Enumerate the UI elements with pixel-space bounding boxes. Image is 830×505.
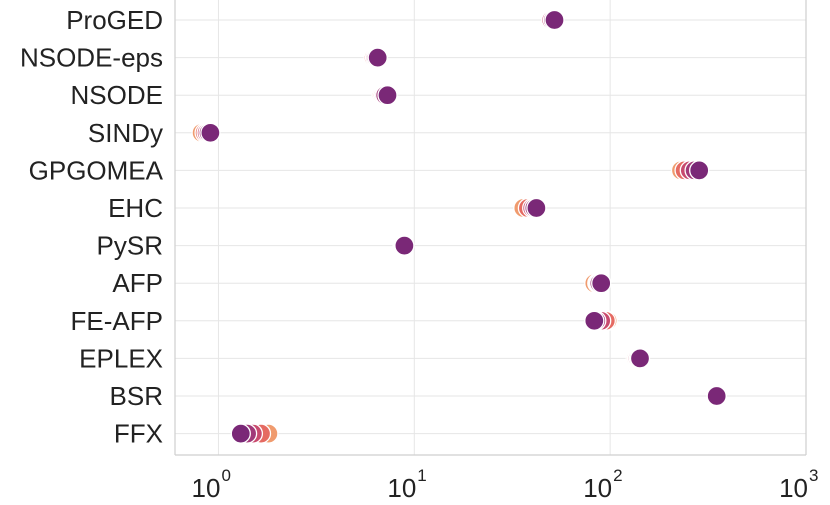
grid-lines	[175, 0, 807, 455]
x-tick-label: 10 3	[779, 466, 818, 503]
category-label: EPLEX	[79, 343, 163, 373]
data-point	[629, 348, 651, 369]
data-point	[584, 310, 605, 331]
category-label: NSODE-eps	[20, 43, 163, 73]
x-tick-base: 10	[387, 473, 416, 503]
category-label: EHC	[108, 193, 163, 223]
data-point	[591, 273, 612, 294]
category-label: GPGOMEA	[29, 155, 164, 185]
category-label: FE-AFP	[71, 306, 163, 336]
x-tick-labels: 10 0 10 1 10 2 10 3	[192, 466, 819, 503]
category-label: NSODE	[71, 80, 163, 110]
x-tick-exponent: 2	[613, 466, 622, 485]
x-tick-exponent: 0	[221, 466, 230, 485]
category-label: AFP	[112, 268, 163, 298]
x-tick-base: 10	[583, 473, 612, 503]
category-label: BSR	[110, 381, 163, 411]
category-label: SINDy	[88, 118, 163, 148]
data-point	[394, 235, 415, 256]
category-label: FFX	[114, 419, 163, 449]
data-point	[706, 385, 727, 407]
category-label: ProGED	[66, 5, 163, 35]
plot-axes	[174, 0, 807, 456]
data-point	[230, 423, 251, 444]
data-points	[191, 9, 727, 444]
data-point	[377, 85, 398, 106]
category-label: PySR	[97, 231, 163, 261]
data-point	[367, 47, 388, 68]
data-point	[544, 9, 565, 31]
data-point	[526, 197, 547, 219]
x-tick-base: 10	[192, 473, 221, 503]
data-point	[689, 160, 710, 181]
data-point	[200, 122, 221, 143]
x-tick-label: 10 1	[387, 466, 426, 503]
x-tick-exponent: 1	[417, 466, 426, 485]
category-labels: ProGED NSODE-eps NSODE SINDy GPGOMEA EHC PySR A…	[20, 5, 164, 449]
x-tick-label: 10 2	[583, 466, 622, 503]
x-tick-base: 10	[779, 473, 808, 503]
x-tick-exponent: 3	[809, 466, 818, 485]
x-tick-label: 10 0	[192, 466, 231, 503]
